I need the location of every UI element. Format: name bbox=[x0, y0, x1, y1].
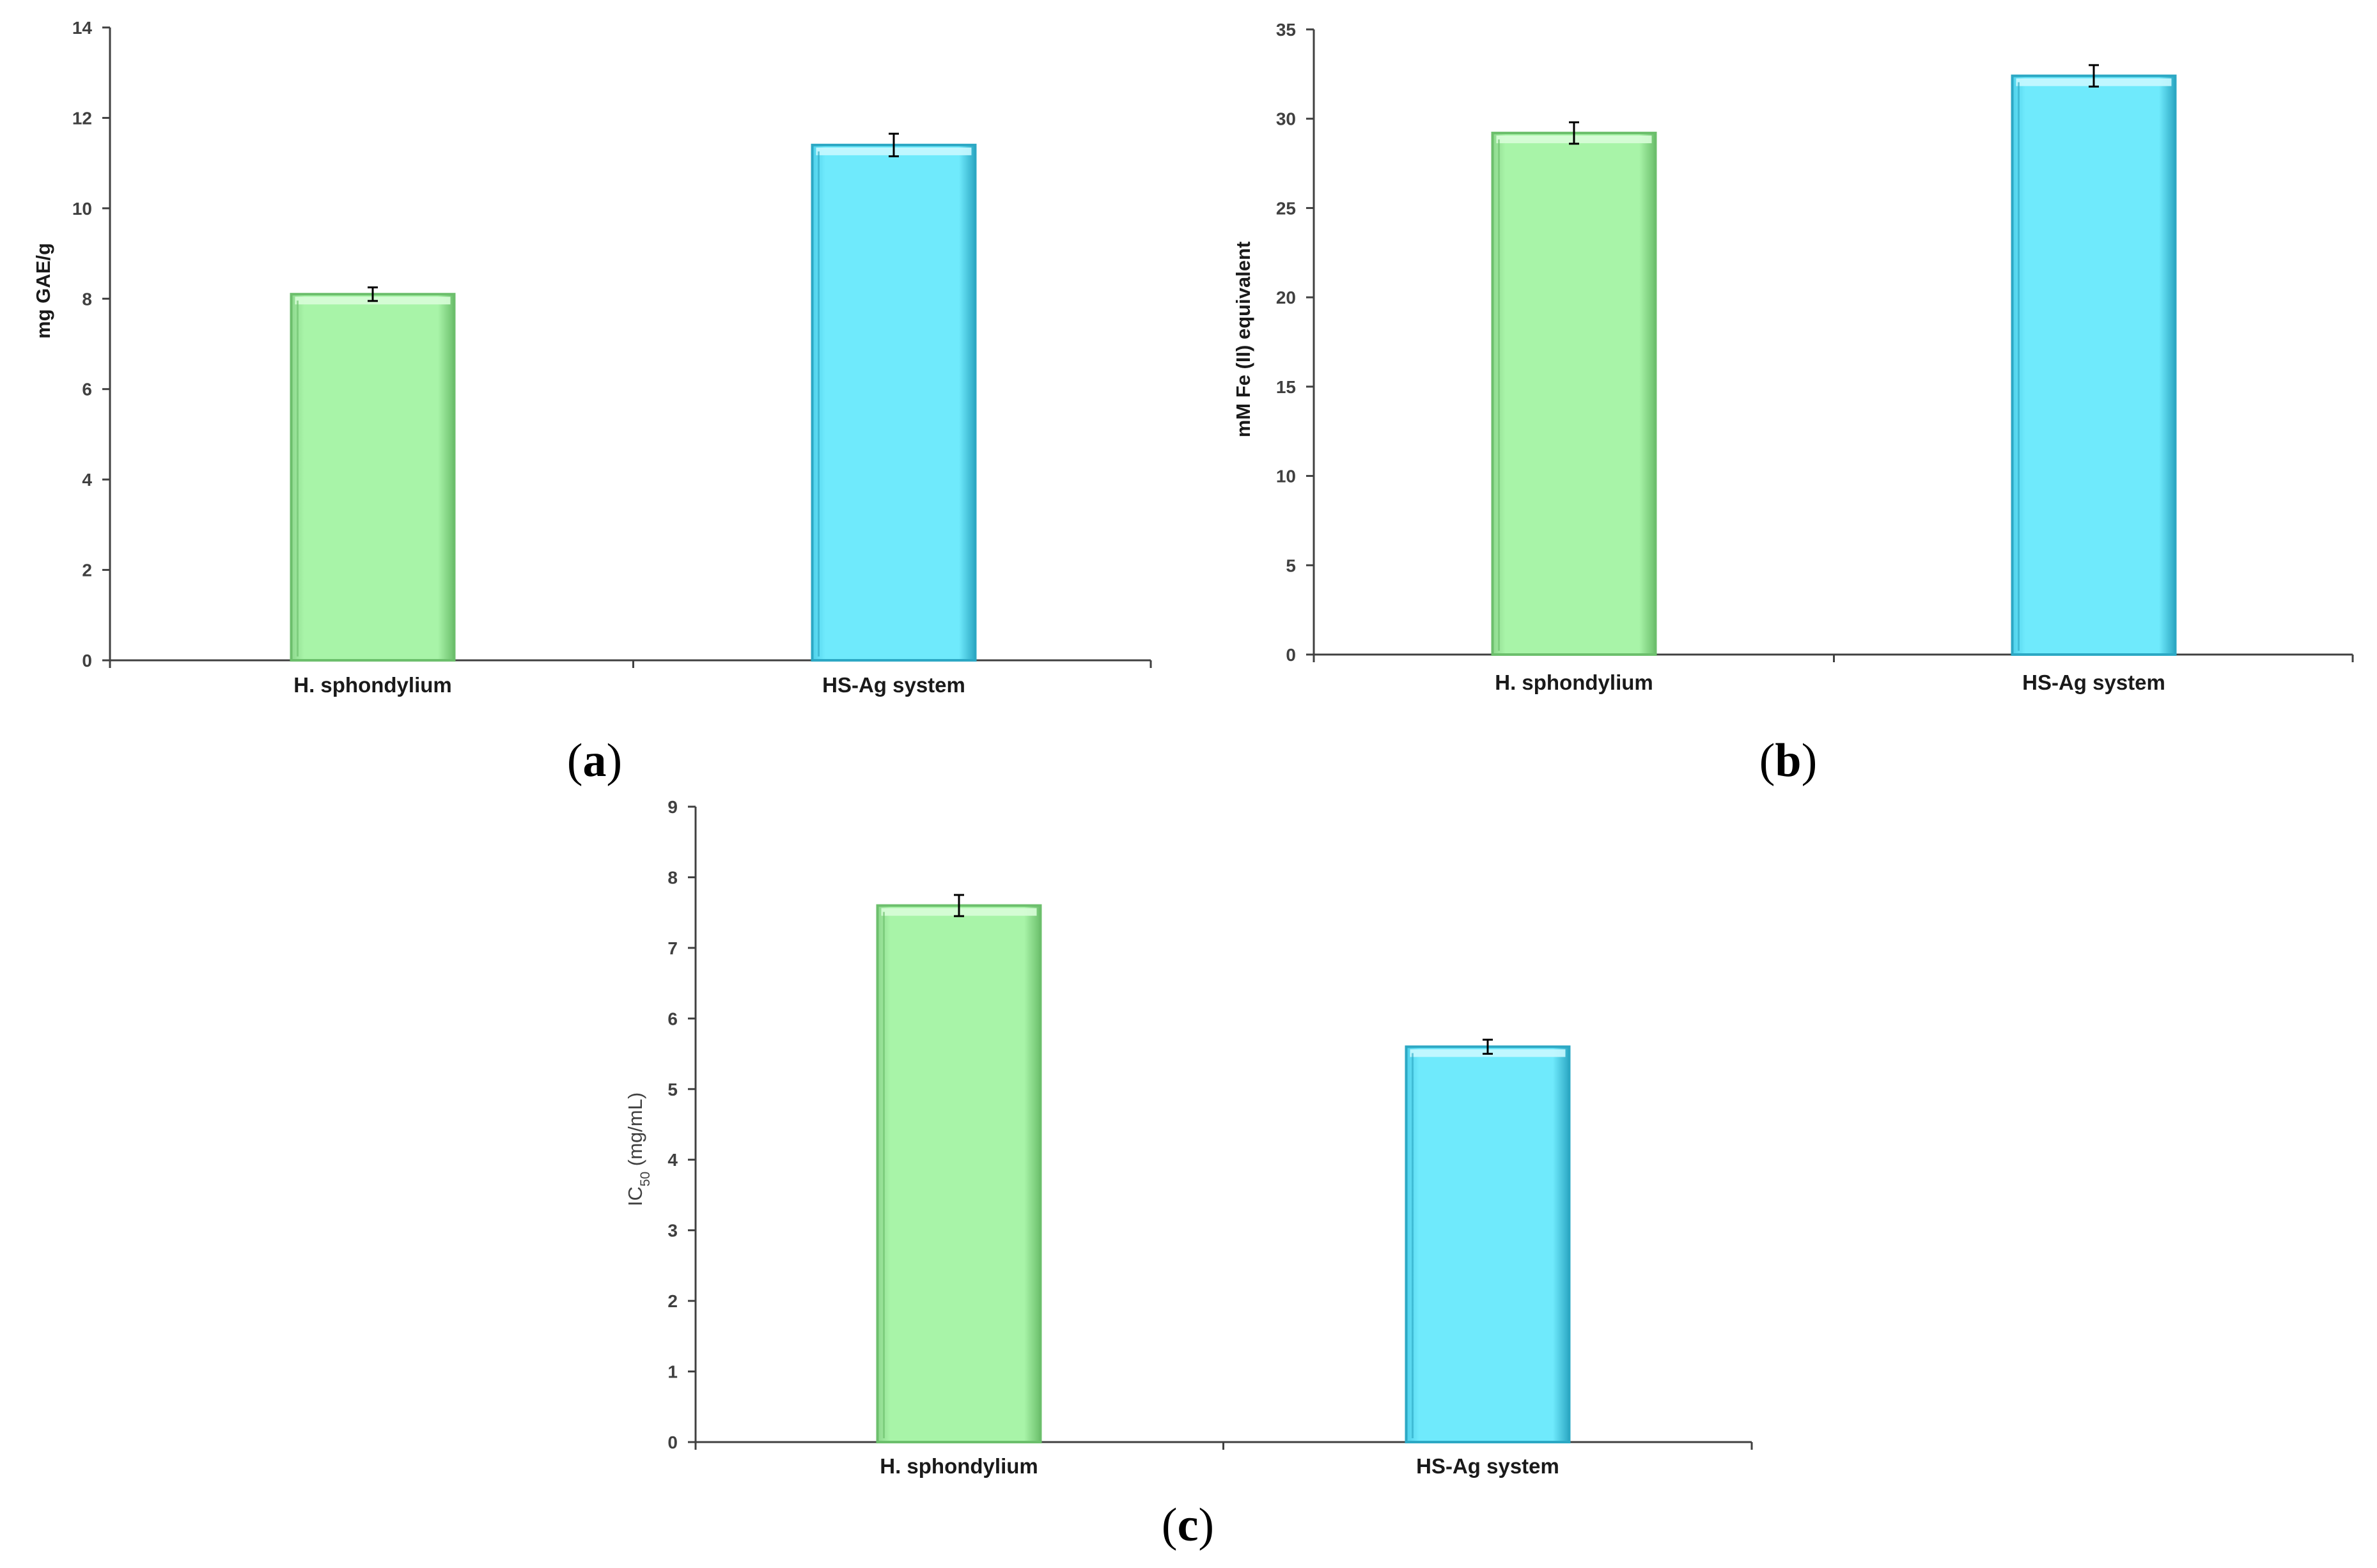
y-axis-label: mM Fe (II) equivalent bbox=[1232, 242, 1254, 438]
y-tick-label: 30 bbox=[1276, 109, 1296, 129]
x-category-label: HS-Ag system bbox=[822, 673, 965, 697]
y-tick-label: 1 bbox=[667, 1362, 678, 1382]
y-tick-label: 12 bbox=[72, 108, 92, 128]
y-tick-label: 2 bbox=[667, 1291, 678, 1311]
y-axis-label-c: IC50 (mg/mL) bbox=[624, 1092, 653, 1206]
y-tick-label: 3 bbox=[667, 1221, 678, 1241]
bar bbox=[2011, 74, 2177, 656]
y-tick-label: 6 bbox=[82, 380, 92, 400]
bar bbox=[876, 904, 1042, 1443]
y-tick-label: 10 bbox=[1276, 467, 1296, 486]
x-category-label: H. sphondylium bbox=[1495, 671, 1653, 694]
bar bbox=[1405, 1045, 1571, 1443]
y-tick-label: 20 bbox=[1276, 288, 1296, 307]
y-tick-label: 10 bbox=[72, 199, 92, 219]
y-axis-label: mg GAE/g bbox=[32, 243, 54, 339]
y-tick-label: 5 bbox=[1286, 555, 1296, 575]
y-tick-label: 7 bbox=[667, 938, 678, 958]
y-tick-label: 14 bbox=[72, 18, 93, 38]
panel-label-c: (c) bbox=[1162, 1499, 1214, 1551]
y-tick-label: 6 bbox=[667, 1009, 678, 1029]
y-tick-label: 25 bbox=[1276, 198, 1296, 218]
y-tick-label: 4 bbox=[82, 470, 92, 490]
y-tick-label: 5 bbox=[667, 1080, 678, 1099]
chart-panel-a: 0 2 4 6 8 10 12 14 mg GAE/g H. sphondylium HS-Ag s… bbox=[32, 18, 1152, 697]
chart-panel-b: 0 5 10 15 20 25 30 35 mM Fe (II) equivalent H. sp… bbox=[1232, 20, 2354, 694]
y-tick-label: 0 bbox=[1286, 645, 1296, 665]
y-tick-label: 15 bbox=[1276, 377, 1296, 397]
x-category-label: H. sphondylium bbox=[293, 673, 452, 697]
y-tick-label: 4 bbox=[667, 1150, 678, 1170]
bar bbox=[1491, 132, 1657, 656]
y-tick-label: 0 bbox=[82, 651, 92, 671]
x-category-label: HS-Ag system bbox=[2022, 671, 2165, 694]
y-tick-label: 35 bbox=[1276, 20, 1296, 40]
chart-panel-c: 0 1 2 3 4 5 6 7 8 9 H. sphondylium HS-Ag system bbox=[667, 797, 1753, 1478]
y-tick-label: 2 bbox=[82, 561, 92, 580]
y-tick-label: 0 bbox=[667, 1432, 678, 1452]
y-tick-label: 8 bbox=[82, 289, 92, 309]
panel-label-a: (a) bbox=[567, 734, 622, 787]
x-category-label: HS-Ag system bbox=[1416, 1454, 1559, 1478]
y-tick-label: 9 bbox=[667, 797, 678, 817]
bar bbox=[811, 143, 977, 662]
y-tick-label: 8 bbox=[667, 867, 678, 887]
panel-label-b: (b) bbox=[1759, 734, 1817, 787]
x-category-label: H. sphondylium bbox=[880, 1454, 1038, 1478]
bar bbox=[290, 293, 456, 662]
